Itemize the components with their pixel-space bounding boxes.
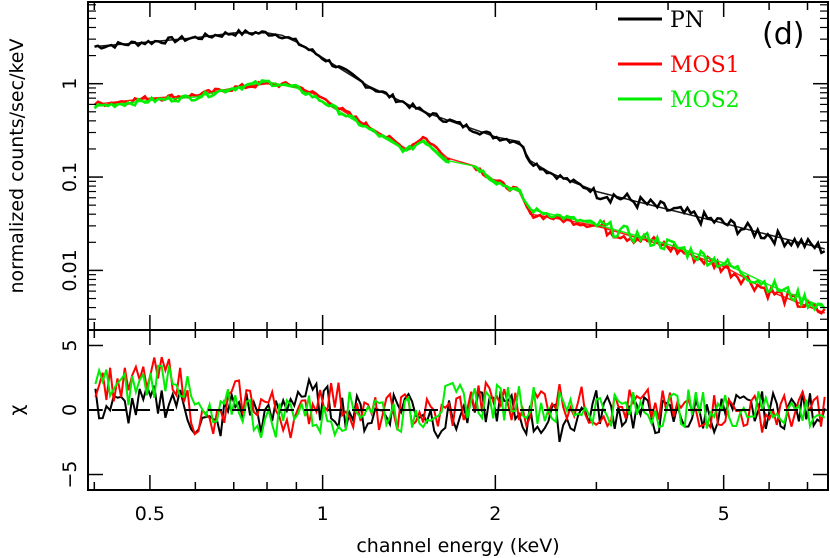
residual-data-mos2 [94, 364, 826, 438]
spectrum-data-mos2 [93, 79, 450, 164]
x-tick-label: 1 [317, 503, 329, 525]
x-tick-label: 2 [489, 503, 501, 525]
legend: PN MOS1 MOS2 [618, 8, 740, 113]
y-axis-title-spectrum: normalized counts/sec/keV [6, 39, 28, 294]
legend-label-mos2: MOS2 [670, 88, 740, 113]
residual-y-tick-label: 0 [59, 404, 81, 416]
spectrum-data-mos1 [93, 80, 451, 162]
y-tick-label: 1 [59, 78, 81, 90]
x-tick-label: 5 [718, 503, 730, 525]
y-tick-label: 0.1 [59, 162, 81, 192]
legend-label-pn: PN [670, 8, 704, 33]
y-axis-title-residual: χ [6, 404, 28, 415]
axis-ticks: 0.5 1 2 5 0.01 0.1 1 −5 0 5 [59, 2, 828, 525]
residual-data-mos1 [94, 356, 826, 439]
spectrum-series-group [93, 28, 826, 315]
x-tick-label: 0.5 [135, 503, 165, 525]
spectrum-model-mos2 [94, 80, 825, 309]
residual-y-tick-label: 5 [59, 339, 81, 351]
y-tick-label: 0.01 [59, 249, 81, 291]
x-axis-title: channel energy (keV) [356, 535, 559, 557]
spectrum-model-mos1 [94, 82, 825, 314]
legend-label-mos1: MOS1 [670, 53, 740, 78]
spectrum-panel-frame [87, 1, 829, 331]
residual-y-tick-label: −5 [59, 461, 81, 489]
residual-series-group [94, 356, 826, 443]
spectrum-model-pn [94, 32, 825, 250]
panel-label: (d) [762, 17, 804, 52]
